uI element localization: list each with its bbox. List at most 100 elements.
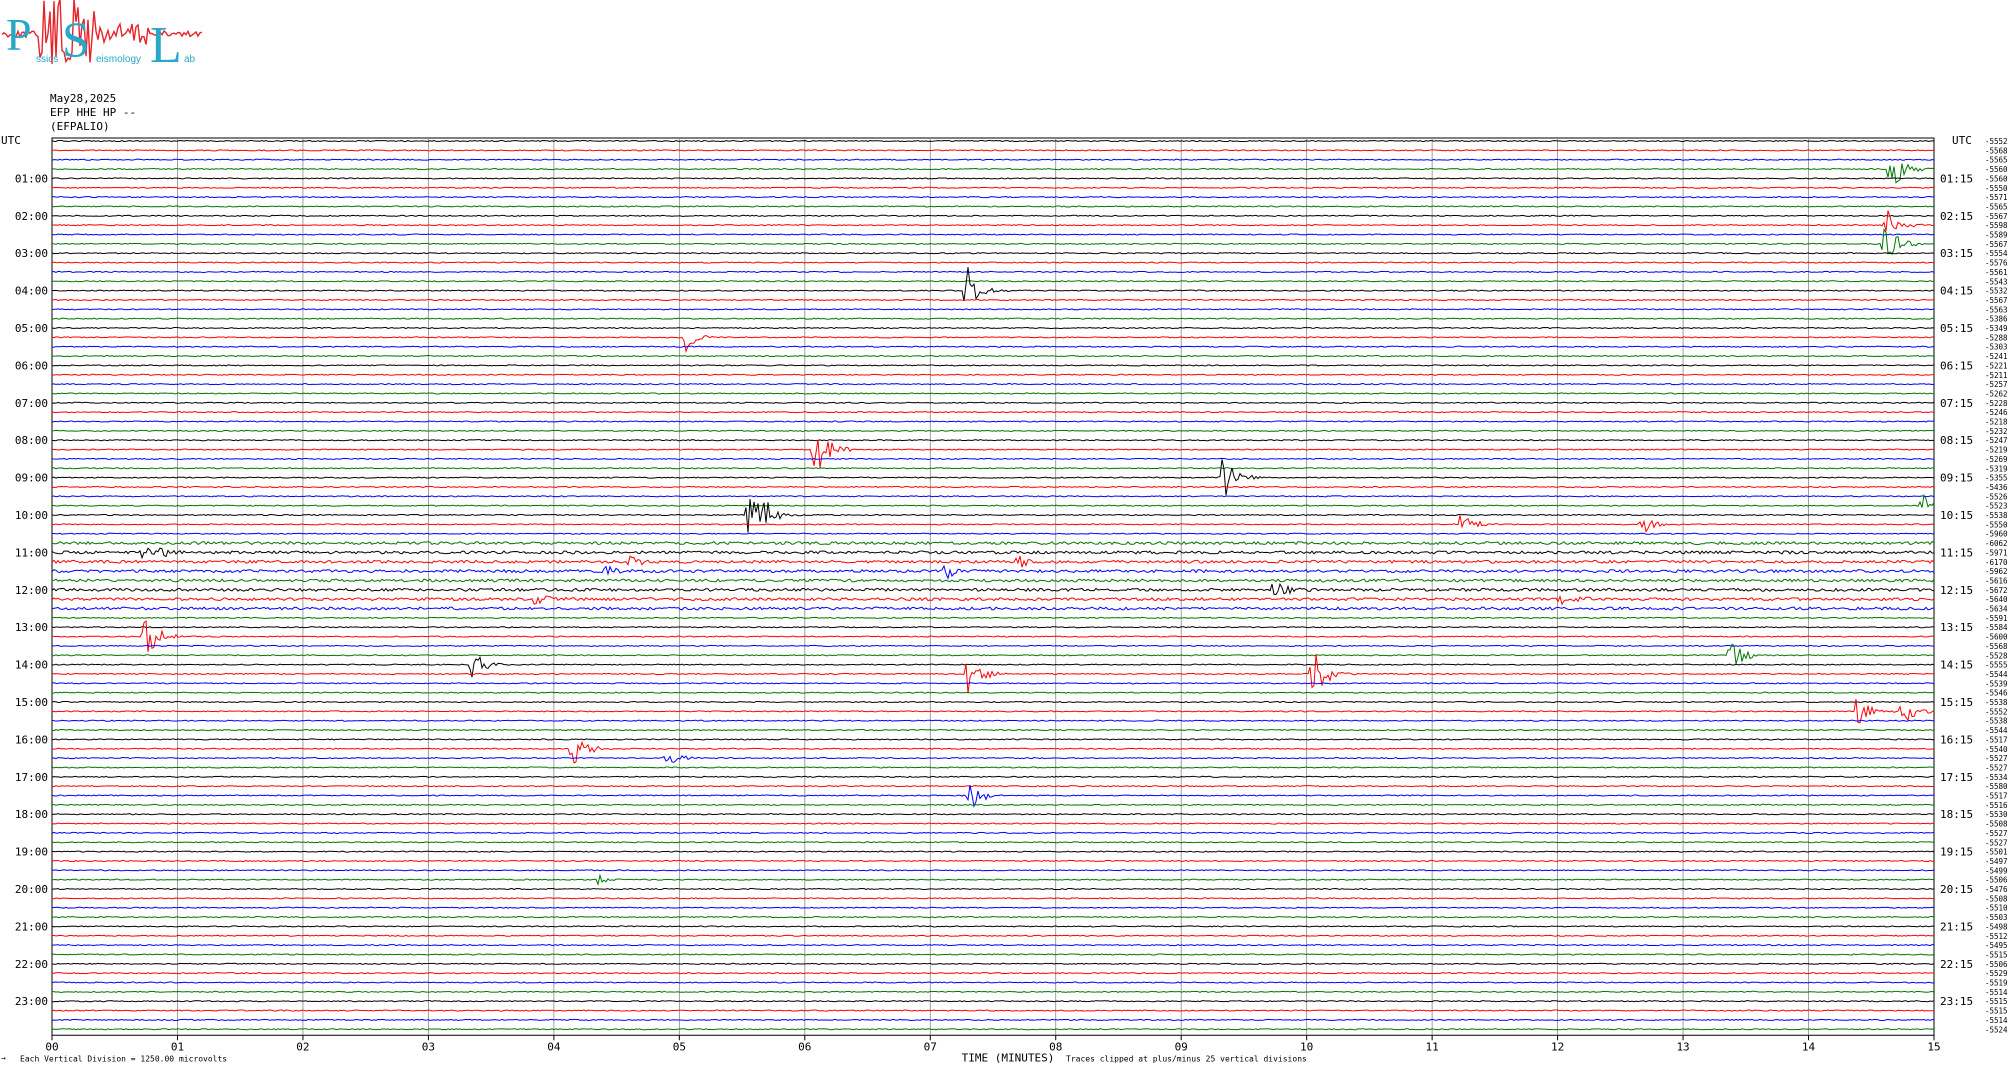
seismic-trace	[51, 233, 1935, 236]
trace-offset-value: -5527	[1985, 754, 2008, 763]
seismic-trace	[51, 532, 1935, 535]
logo-letter-s: S	[62, 11, 90, 67]
seismic-trace	[51, 915, 1935, 919]
trace-offset-value: -5598	[1985, 221, 2008, 230]
trace-offset-value: -5543	[1985, 277, 2008, 286]
hour-label-right: 09:15	[1940, 472, 1973, 485]
trace-offset-value: -5499	[1985, 866, 2008, 875]
trace-offset-value: -5524	[1985, 1025, 2008, 1034]
trace-offset-value: -5565	[1985, 156, 2008, 165]
trace-offset-value: -5497	[1985, 857, 2008, 866]
seismic-trace	[51, 619, 1935, 652]
trace-offset-value: -5495	[1985, 941, 2008, 950]
trace-offset-value: -5221	[1985, 361, 2008, 370]
hour-label-left: 15:00	[15, 696, 48, 709]
x-tick-label: 07	[924, 1040, 937, 1053]
seismic-trace	[51, 149, 1935, 152]
trace-offset-value: -5962	[1985, 567, 2008, 576]
seismic-trace	[51, 308, 1935, 311]
trace-offset-value: -5600	[1985, 633, 2008, 642]
seismic-trace	[51, 345, 1935, 348]
seismic-trace	[51, 420, 1935, 423]
seismic-trace	[51, 943, 1935, 947]
seismic-trace	[51, 643, 1935, 665]
seismic-trace	[51, 803, 1935, 806]
hour-label-left: 23:00	[15, 995, 48, 1008]
seismic-trace	[51, 813, 1935, 816]
trace-offset-value: -5544	[1985, 670, 2008, 679]
trace-offset-value: -5528	[1985, 651, 2008, 660]
hour-label-left: 07:00	[15, 397, 48, 410]
trace-offset-value: -5532	[1985, 287, 2008, 296]
trace-offset-value: -5534	[1985, 773, 2008, 782]
trace-offset-value: -5355	[1985, 474, 2008, 483]
trace-offset-value: -5546	[1985, 689, 2008, 698]
seismic-trace	[51, 163, 1935, 184]
trace-offset-value: -5515	[1985, 950, 2008, 959]
trace-offset-value: -5552	[1985, 137, 2008, 146]
trace-offset-value: -5527	[1985, 838, 2008, 847]
hour-label-right: 10:15	[1940, 509, 1973, 522]
seismic-trace	[51, 822, 1935, 825]
hour-label-left: 04:00	[15, 285, 48, 298]
trace-offset-value: -5563	[1985, 305, 2008, 314]
trace-offset-value: -5514	[1985, 1016, 2008, 1025]
hour-label-right: 05:15	[1940, 322, 1973, 335]
seismic-trace	[51, 270, 1935, 274]
seismic-trace	[51, 766, 1935, 769]
trace-offset-value: -5386	[1985, 315, 2008, 324]
seismic-trace	[51, 606, 1935, 611]
trace-offset-value: -5303	[1985, 343, 2008, 352]
seismic-trace	[51, 261, 1935, 264]
trace-offset-value: -5591	[1985, 614, 2008, 623]
trace-offset-value: -5640	[1985, 595, 2008, 604]
trace-offset-value: -5584	[1985, 623, 2008, 632]
seismic-trace	[51, 540, 1935, 546]
trace-offset-value: -5527	[1985, 763, 2008, 772]
seismic-trace	[51, 158, 1935, 161]
hour-label-left: 02:00	[15, 210, 48, 223]
hour-label-left: 21:00	[15, 920, 48, 933]
trace-offset-value: -5538	[1985, 511, 2008, 520]
hour-label-right: 19:15	[1940, 846, 1973, 859]
seismic-trace	[51, 495, 1935, 498]
seismic-trace	[51, 700, 1935, 704]
trace-offset-value: -5672	[1985, 586, 2008, 595]
seismic-trace	[51, 990, 1935, 993]
hour-label-right: 21:15	[1940, 920, 1973, 933]
trace-offset-value: -5550	[1985, 184, 2008, 193]
seismic-trace	[51, 594, 1935, 606]
seismic-trace	[51, 439, 1935, 468]
trace-offset-value: -5516	[1985, 801, 2008, 810]
seismic-trace	[51, 383, 1935, 386]
trace-offset-value: -5512	[1985, 932, 2008, 941]
x-tick-label: 15	[1927, 1040, 1940, 1053]
seismic-trace	[51, 755, 1935, 763]
trace-offset-value: -5567	[1985, 296, 2008, 305]
hour-label-left: 05:00	[15, 322, 48, 335]
seismic-trace	[51, 373, 1935, 376]
seismic-trace	[51, 682, 1935, 685]
hour-label-left: 11:00	[15, 546, 48, 559]
trace-offset-value: -5241	[1985, 352, 2008, 361]
hour-label-left: 08:00	[15, 434, 48, 447]
seismic-trace	[51, 564, 1935, 580]
seismic-trace	[51, 354, 1935, 358]
trace-offset-value: -5436	[1985, 483, 2008, 492]
seismic-trace	[51, 831, 1935, 834]
seismic-trace	[51, 962, 1935, 965]
trace-offset-value: -5544	[1985, 726, 2008, 735]
logo-subword-2: eismology	[96, 54, 141, 65]
hour-label-left: 16:00	[15, 733, 48, 746]
x-tick-label: 04	[547, 1040, 561, 1053]
seismic-trace	[51, 493, 1935, 508]
trace-offset-value: -5567	[1985, 240, 2008, 249]
seismic-trace	[51, 429, 1935, 432]
hour-label-left: 10:00	[15, 509, 48, 522]
seismic-trace	[51, 411, 1935, 414]
hour-label-right: 18:15	[1940, 808, 1973, 821]
trace-offset-value: -5269	[1985, 455, 2008, 464]
x-tick-label: 00	[45, 1040, 58, 1053]
seismic-trace	[51, 139, 1935, 143]
